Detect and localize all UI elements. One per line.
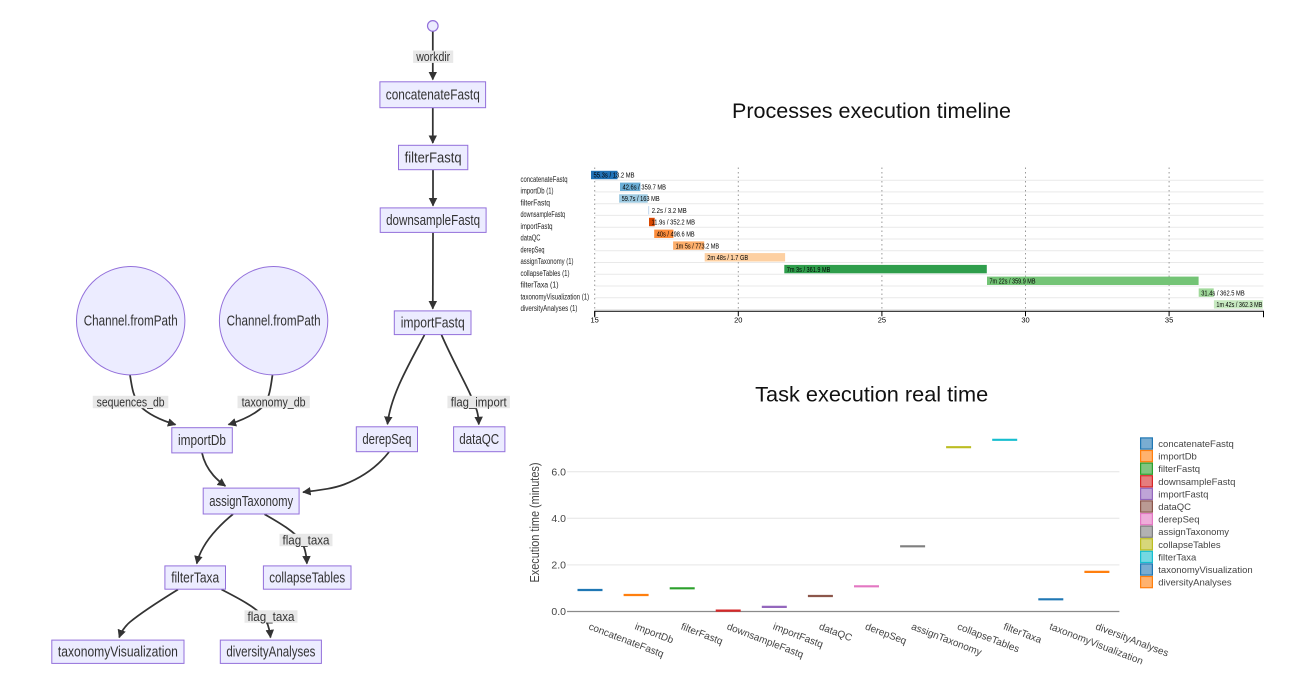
svg-text:7m 3s / 361.9 MB: 7m 3s / 361.9 MB — [787, 265, 831, 274]
svg-text:downsampleFastq: downsampleFastq — [521, 210, 566, 219]
svg-text:Processes execution timeline: Processes execution timeline — [732, 99, 1011, 123]
svg-text:filterTaxa (1): filterTaxa (1) — [521, 281, 559, 290]
svg-text:2.0: 2.0 — [551, 560, 566, 572]
svg-text:importFastq: importFastq — [521, 222, 553, 231]
svg-text:importFastq: importFastq — [1158, 489, 1208, 500]
svg-text:downsampleFastq: downsampleFastq — [1158, 477, 1235, 488]
svg-text:workdir: workdir — [415, 50, 450, 64]
svg-text:derepSeq: derepSeq — [1158, 515, 1199, 526]
svg-text:filterFastq: filterFastq — [521, 198, 551, 207]
svg-text:6.0: 6.0 — [551, 466, 566, 478]
svg-text:35: 35 — [1165, 316, 1173, 325]
svg-text:diversityAnalyses: diversityAnalyses — [1158, 578, 1232, 589]
svg-text:concatenateFastq: concatenateFastq — [1158, 439, 1234, 450]
svg-text:7m 22s / 359.9 MB: 7m 22s / 359.9 MB — [990, 277, 1036, 286]
svg-text:1m 5s / 773.2 MB: 1m 5s / 773.2 MB — [676, 241, 720, 250]
svg-text:filterFastq: filterFastq — [679, 622, 724, 648]
svg-text:importDb (1): importDb (1) — [521, 187, 554, 196]
svg-text:importFastq: importFastq — [401, 316, 465, 332]
svg-text:filterFastq: filterFastq — [405, 150, 462, 166]
svg-text:flag_import: flag_import — [451, 395, 507, 409]
svg-text:15: 15 — [591, 316, 599, 325]
svg-text:filterTaxa: filterTaxa — [1158, 552, 1197, 563]
svg-text:Channel.fromPath: Channel.fromPath — [84, 314, 178, 330]
svg-text:40s / 498.6 MB: 40s / 498.6 MB — [657, 230, 695, 239]
svg-text:2.2s / 3.2 MB: 2.2s / 3.2 MB — [652, 206, 687, 215]
svg-text:importDb: importDb — [178, 433, 226, 449]
svg-text:42.6s / 359.7 MB: 42.6s / 359.7 MB — [623, 183, 667, 192]
svg-text:filterTaxa: filterTaxa — [171, 570, 220, 586]
svg-text:derepSeq: derepSeq — [521, 245, 545, 254]
svg-text:assignTaxonomy (1): assignTaxonomy (1) — [521, 257, 574, 266]
svg-text:20: 20 — [734, 316, 742, 325]
svg-text:flag_taxa: flag_taxa — [248, 610, 295, 624]
svg-text:assignTaxonomy: assignTaxonomy — [209, 494, 294, 510]
svg-text:dataQC: dataQC — [1158, 502, 1191, 513]
svg-text:11.9s / 352.2 MB: 11.9s / 352.2 MB — [652, 218, 696, 227]
svg-text:collapseTables: collapseTables — [1158, 540, 1221, 551]
svg-text:flag_taxa: flag_taxa — [283, 533, 330, 547]
svg-text:0.0: 0.0 — [551, 606, 566, 618]
svg-text:derepSeq: derepSeq — [362, 432, 411, 448]
svg-text:59.7s / 163 MB: 59.7s / 163 MB — [622, 194, 660, 203]
svg-text:1m 42s / 362.3 MB: 1m 42s / 362.3 MB — [1216, 300, 1262, 309]
svg-text:2m 48s / 1.7 GB: 2m 48s / 1.7 GB — [707, 253, 748, 262]
svg-text:downsampleFastq: downsampleFastq — [386, 213, 480, 229]
svg-text:assignTaxonomy: assignTaxonomy — [1158, 527, 1229, 538]
svg-text:diversityAnalyses (1): diversityAnalyses (1) — [521, 304, 578, 313]
svg-text:derepSeq: derepSeq — [863, 622, 907, 648]
svg-text:taxonomyVisualization (1): taxonomyVisualization (1) — [521, 292, 590, 301]
svg-text:Execution time (minutes): Execution time (minutes) — [528, 463, 542, 583]
svg-text:concatenateFastq: concatenateFastq — [521, 175, 568, 184]
svg-text:taxonomyVisualization: taxonomyVisualization — [1158, 565, 1252, 576]
svg-text:collapseTables: collapseTables — [269, 570, 345, 586]
svg-text:30: 30 — [1021, 316, 1029, 325]
svg-text:concatenateFastq: concatenateFastq — [386, 88, 480, 104]
svg-text:taxonomyVisualization: taxonomyVisualization — [58, 645, 178, 661]
svg-text:Channel.fromPath: Channel.fromPath — [227, 314, 321, 330]
svg-text:31.4s / 362.5 MB: 31.4s / 362.5 MB — [1201, 288, 1245, 297]
svg-text:sequences_db: sequences_db — [97, 395, 165, 409]
svg-text:collapseTables (1): collapseTables (1) — [521, 269, 570, 278]
svg-text:55.3s / 13.2 MB: 55.3s / 13.2 MB — [594, 171, 635, 180]
svg-text:dataQC: dataQC — [521, 234, 541, 243]
svg-text:filterFastq: filterFastq — [1158, 464, 1200, 475]
svg-text:taxonomy_db: taxonomy_db — [242, 395, 306, 409]
svg-text:4.0: 4.0 — [551, 513, 566, 525]
svg-text:diversityAnalyses: diversityAnalyses — [226, 645, 315, 661]
svg-text:dataQC: dataQC — [459, 432, 499, 448]
svg-text:importDb: importDb — [1158, 452, 1197, 463]
svg-text:25: 25 — [878, 316, 886, 325]
svg-text:Task execution real time: Task execution real time — [755, 383, 988, 407]
